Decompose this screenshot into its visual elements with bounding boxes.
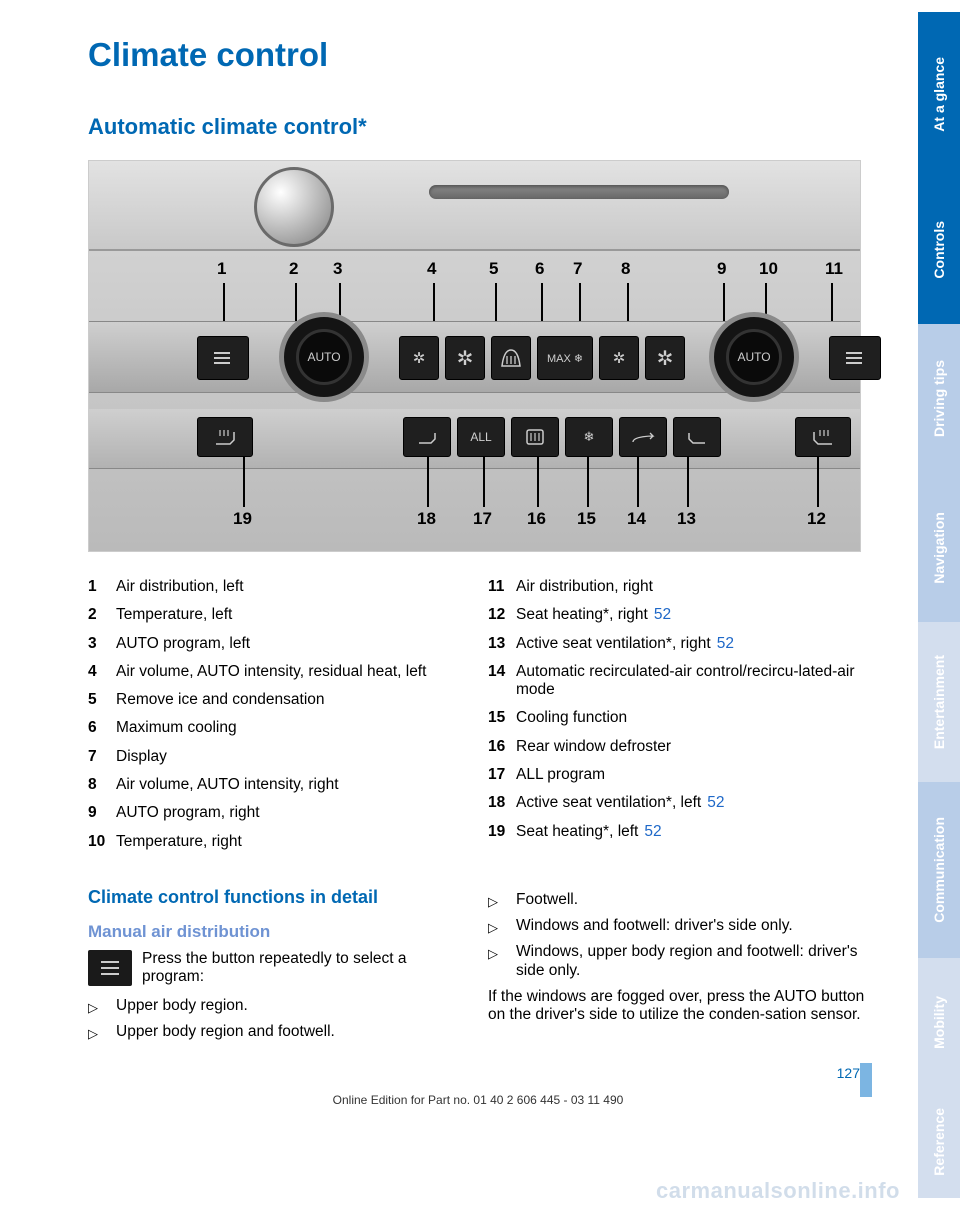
page-link[interactable]: 52 [654,606,671,623]
list-item: 8Air volume, AUTO intensity, right [88,776,468,794]
tab-reference[interactable]: Reference [918,1086,960,1198]
callout-16: 16 [527,509,546,529]
fan-high-left-button: ✲ [445,336,485,380]
climate-control-diagram: 1234567891011 AUTO ✲ ✲ MAX ❄ ✲ ✲ AUTO [88,160,861,552]
callout-15: 15 [577,509,596,529]
page-title: Climate control [88,36,868,74]
footer-line: Online Edition for Part no. 01 40 2 606 … [88,1093,868,1107]
list-item: 10Temperature, right [88,833,468,851]
callout-9: 9 [717,259,726,279]
list-item: 2Temperature, left [88,606,468,624]
callout-7: 7 [573,259,582,279]
callout-3: 3 [333,259,342,279]
bullet-item: ▷Upper body region. [88,997,468,1015]
air-dist-left-button [197,336,249,380]
bullet-item: ▷Windows, upper body region and footwell… [488,943,868,980]
auto-knob-left: AUTO [279,312,369,402]
list-item: 1Air distribution, left [88,578,468,596]
bullet-item: ▷Upper body region and footwell. [88,1023,468,1041]
cd-slot [429,185,729,199]
recirc-button [619,417,667,457]
callout-1: 1 [217,259,226,279]
watermark: carmanualsonline.info [656,1178,900,1204]
rear-defrost-button [511,417,559,457]
auto-knob-right: AUTO [709,312,799,402]
list-item: 4Air volume, AUTO intensity, residual he… [88,663,468,681]
list-item: 13Active seat ventilation*, right52 [488,635,868,653]
list-item: 18Active seat ventilation*, left52 [488,794,868,812]
page-link[interactable]: 52 [644,823,661,840]
icon-paragraph: Press the button repeatedly to select a … [142,950,468,987]
fan-low-right-button: ✲ [599,336,639,380]
page-link[interactable]: 52 [717,635,734,652]
callout-10: 10 [759,259,778,279]
page-link[interactable]: 52 [707,794,724,811]
list-item: 7Display [88,748,468,766]
tab-at-a-glance[interactable]: At a glance [918,12,960,176]
callout-19: 19 [233,509,252,529]
air-dist-icon [88,950,132,986]
list-item: 3AUTO program, left [88,635,468,653]
tab-communication[interactable]: Communication [918,782,960,958]
callout-5: 5 [489,259,498,279]
side-tabs: At a glance Controls Driving tips Naviga… [918,12,960,1198]
fan-low-left-button: ✲ [399,336,439,380]
list-item: 15Cooling function [488,709,868,727]
list-item: 6Maximum cooling [88,719,468,737]
subsection-sub: Manual air distribution [88,922,468,942]
list-item: 17ALL program [488,766,868,784]
list-item: 12Seat heating*, right52 [488,606,868,624]
volume-knob [254,167,334,247]
callout-17: 17 [473,509,492,529]
tab-navigation[interactable]: Navigation [918,474,960,622]
bullet-item: ▷Windows and footwell: driver's side onl… [488,917,868,935]
cooling-button: ❄ [565,417,613,457]
callout-14: 14 [627,509,646,529]
seat-vent-left-button [403,417,451,457]
callout-6: 6 [535,259,544,279]
callout-18: 18 [417,509,436,529]
subsection-heading: Climate control functions in detail [88,887,468,908]
list-item: 14Automatic recirculated-air control/rec… [488,663,868,700]
callout-2: 2 [289,259,298,279]
list-item: 5Remove ice and condensation [88,691,468,709]
callout-8: 8 [621,259,630,279]
tab-mobility[interactable]: Mobility [918,958,960,1086]
all-button: ALL [457,417,505,457]
tab-controls[interactable]: Controls [918,176,960,324]
seat-vent-right-button [673,417,721,457]
list-item: 9AUTO program, right [88,804,468,822]
list-item: 16Rear window defroster [488,738,868,756]
max-cool-button: MAX ❄ [537,336,593,380]
callout-11: 11 [825,259,843,279]
callout-13: 13 [677,509,696,529]
tab-driving-tips[interactable]: Driving tips [918,324,960,474]
air-dist-right-button [829,336,881,380]
defrost-button [491,336,531,380]
list-item: 19Seat heating*, left52 [488,823,868,841]
note-paragraph: If the windows are fogged over, press th… [488,988,868,1025]
fan-high-right-button: ✲ [645,336,685,380]
page-number: 127 [829,1059,868,1087]
seat-heat-left-button [197,417,253,457]
list-item: 11Air distribution, right [488,578,868,596]
tab-entertainment[interactable]: Entertainment [918,622,960,782]
seat-heat-right-button [795,417,851,457]
section-heading: Automatic climate control* [88,114,868,140]
callout-4: 4 [427,259,436,279]
bullet-item: ▷Footwell. [488,891,868,909]
callout-12: 12 [807,509,826,529]
